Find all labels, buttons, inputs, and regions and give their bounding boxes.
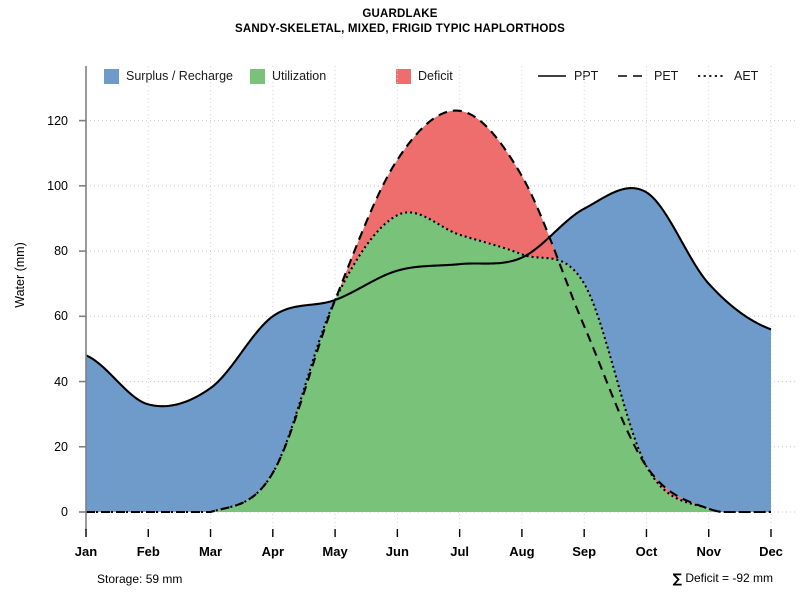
chart-legend: Surplus / Recharge Utilization Deficit P… <box>0 66 800 88</box>
legend-label-ppt: PPT <box>574 69 599 83</box>
legend-label-deficit: Deficit <box>418 69 453 83</box>
y-axis-tick-label: 40 <box>54 374 68 389</box>
legend-label-surplus: Surplus / Recharge <box>126 69 234 83</box>
y-axis-tick-label: 100 <box>47 178 68 193</box>
x-axis-tick-label: Mar <box>198 544 223 559</box>
legend-label-aet: AET <box>734 69 759 83</box>
chart-title-line-1: GUARDLAKE <box>362 8 438 20</box>
y-axis-tick-label: 0 <box>61 505 68 519</box>
chart-title: GUARDLAKE SANDY-SKELETAL, MIXED, FRIGID … <box>0 7 800 37</box>
x-axis-tick-label: Feb <box>136 544 160 559</box>
x-axis-tick-label: Dec <box>759 544 783 559</box>
series-line-ppt <box>85 187 772 408</box>
legend-label-pet: PET <box>654 69 679 83</box>
fill-surplus-recharge <box>86 188 771 513</box>
storage-annotation: Storage: 59 mm <box>97 572 183 586</box>
x-axis-tick-label: Nov <box>696 544 721 559</box>
dotted-line-icon <box>697 69 727 83</box>
deficit-annotation-text: Deficit = -92 mm <box>685 571 773 585</box>
legend-swatch-deficit <box>396 68 411 84</box>
legend-item-utilization: Utilization <box>250 66 326 86</box>
solid-line-icon <box>537 69 567 83</box>
dashed-line-icon <box>617 69 647 83</box>
legend-item-pet: PET <box>617 66 678 86</box>
x-axis-tick-label: Sep <box>572 544 597 559</box>
legend-swatch-surplus <box>104 68 119 84</box>
x-axis-tick-label: Jun <box>385 544 409 559</box>
legend-label-utilization: Utilization <box>272 69 327 83</box>
x-axis-tick-label: Apr <box>261 544 284 559</box>
fill-utilization <box>212 212 770 512</box>
fill-deficit <box>336 110 708 509</box>
x-axis-tick-label: May <box>322 544 348 559</box>
legend-item-ppt: PPT <box>537 66 598 86</box>
legend-swatch-utilization <box>250 68 265 84</box>
chart-title-line-2: SANDY-SKELETAL, MIXED, FRIGID TYPIC HAPL… <box>235 23 565 35</box>
x-axis-tick-label: Aug <box>509 544 535 559</box>
legend-item-aet: AET <box>697 66 758 86</box>
y-axis-tick-label: 20 <box>54 439 68 454</box>
sigma-icon: ∑ <box>672 572 682 587</box>
x-axis-tick-label: Jul <box>450 544 470 559</box>
y-axis-tick-label: 60 <box>54 309 68 324</box>
x-axis-tick-label: Jan <box>74 544 98 559</box>
deficit-annotation: ∑ Deficit = -92 mm <box>673 571 773 587</box>
legend-item-deficit: Deficit <box>396 66 453 86</box>
series-line-pet <box>86 109 772 514</box>
legend-item-surplus: Surplus / Recharge <box>104 66 233 86</box>
y-axis-tick-label: 120 <box>47 113 68 128</box>
x-axis-tick-label: Oct <box>635 544 658 559</box>
y-axis-tick-label: 80 <box>54 244 68 259</box>
